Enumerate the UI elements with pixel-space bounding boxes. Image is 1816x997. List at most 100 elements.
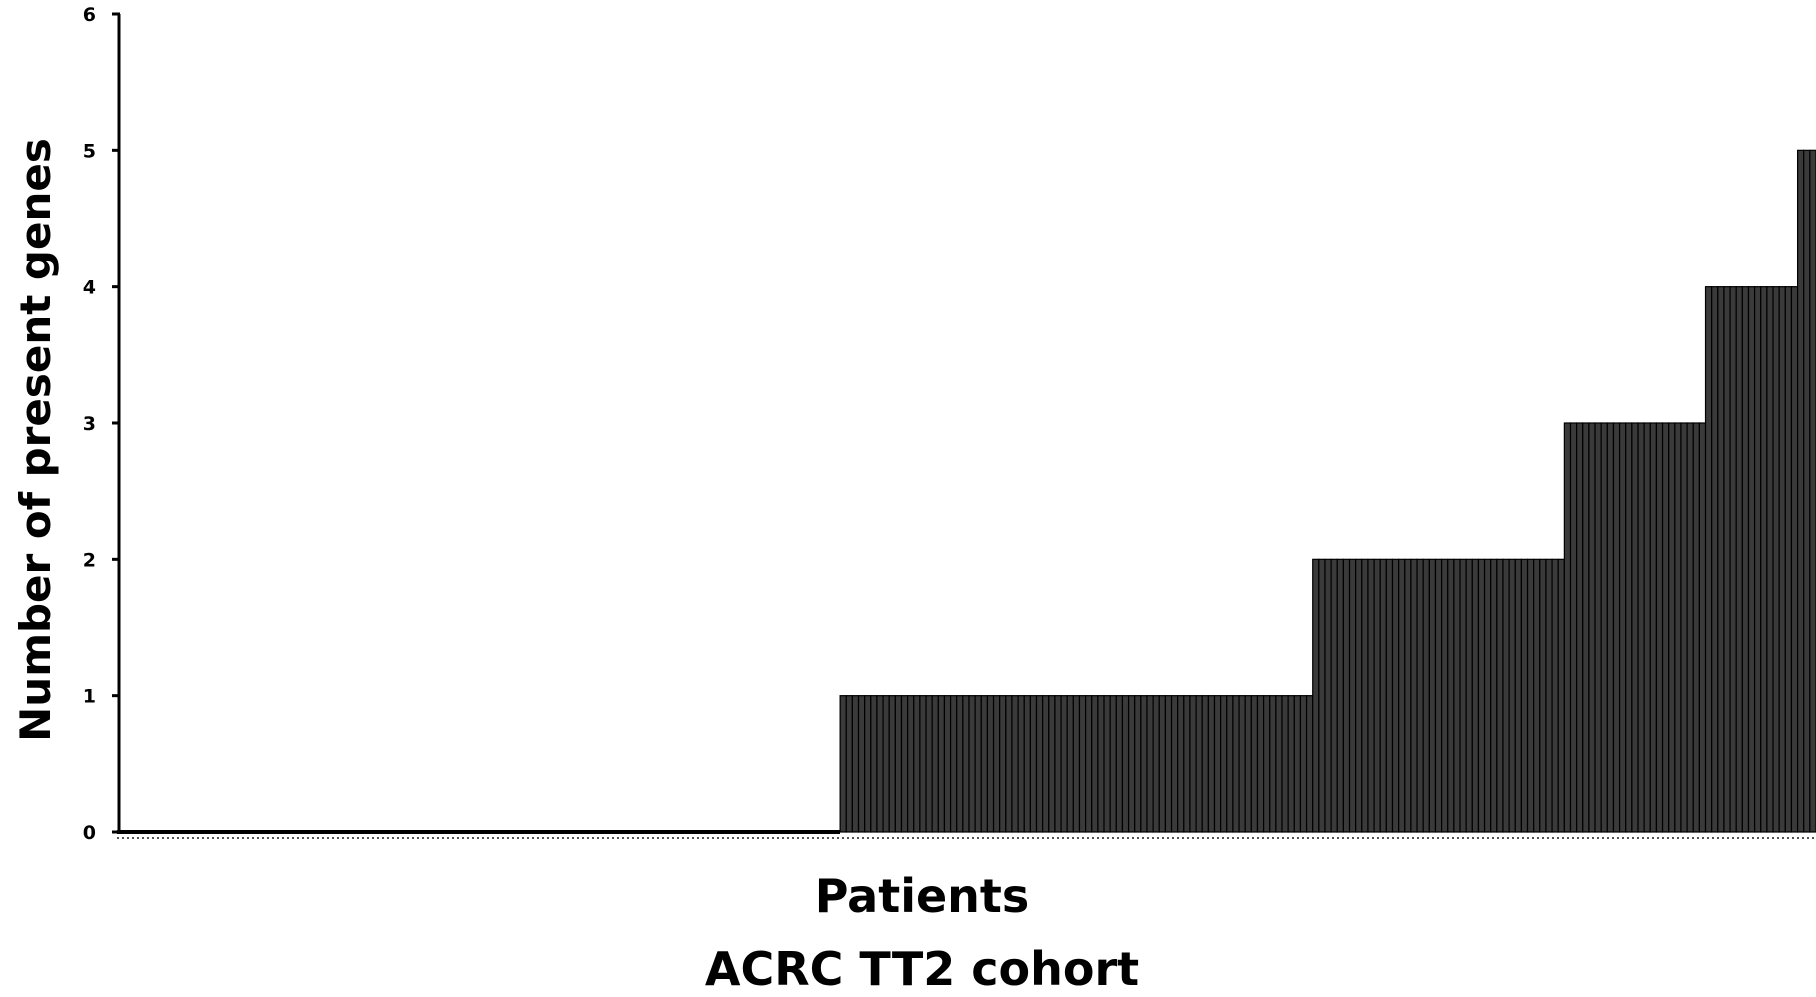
bar-value-2: [1330, 558, 1338, 833]
bar-value-1: [888, 695, 896, 833]
bar-value-2: [1410, 558, 1418, 833]
bar-value-1: [962, 695, 970, 833]
bar-value-1: [1127, 695, 1136, 833]
bar-value-2: [1520, 558, 1529, 833]
bar-value-5: [1809, 149, 1816, 833]
bar-value-1: [907, 695, 915, 833]
bar-value-1: [857, 695, 866, 833]
bar-value-1: [968, 695, 976, 833]
bar-value-1: [1226, 695, 1234, 833]
bar-value-2: [1324, 558, 1332, 833]
bar-value-1: [1299, 695, 1308, 833]
bar-value-2: [1490, 558, 1498, 833]
x-axis-subtitle: ACRC TT2 cohort: [705, 942, 1139, 996]
bar-value-2: [1514, 558, 1522, 833]
bar-value-1: [1293, 695, 1302, 833]
bar-value-1: [1103, 695, 1111, 833]
bar-value-2: [1391, 558, 1400, 833]
y-tick-label: 6: [83, 4, 96, 26]
bar-value-1: [1158, 695, 1167, 833]
y-axis-title: Number of present genes: [11, 138, 60, 742]
bar-value-1: [864, 695, 872, 833]
bar-value-3: [1594, 422, 1602, 833]
bar-value-1: [1035, 695, 1044, 833]
bar-value-2: [1348, 558, 1357, 833]
bar-value-1: [1213, 695, 1222, 833]
bar-value-1: [919, 695, 927, 833]
bar-value-1: [949, 695, 958, 833]
bar-value-2: [1318, 558, 1326, 833]
bar-value-4: [1760, 286, 1768, 833]
bar-value-1: [999, 695, 1007, 833]
bar-value-1: [1177, 695, 1185, 833]
y-tick-label: 0: [83, 822, 96, 844]
bar-value-2: [1483, 558, 1492, 833]
bar-value-4: [1717, 286, 1725, 833]
bar-value-1: [1256, 695, 1265, 833]
bar-value-2: [1336, 558, 1345, 833]
bar-value-2: [1422, 558, 1430, 833]
bar-value-1: [1023, 695, 1031, 833]
bar-value-4: [1754, 286, 1762, 833]
bar-value-2: [1312, 558, 1320, 833]
bar-value-2: [1447, 558, 1455, 833]
bar-value-3: [1625, 422, 1633, 833]
bar-value-1: [1287, 695, 1295, 833]
bar-value-1: [1146, 695, 1154, 833]
bar-value-2: [1557, 558, 1565, 833]
bar-value-3: [1668, 422, 1676, 833]
y-tick-label: 1: [83, 686, 96, 708]
bar-value-1: [1238, 695, 1246, 833]
bar-value-1: [1170, 695, 1179, 833]
bar-value-4: [1790, 286, 1799, 833]
bar-value-1: [870, 695, 878, 833]
bar-value-1: [845, 695, 853, 833]
bar-value-1: [1048, 695, 1056, 833]
bar-value-1: [1263, 695, 1271, 833]
bar-value-1: [1164, 695, 1173, 833]
bar-value-5: [1796, 149, 1805, 833]
bar-value-1: [1011, 695, 1019, 833]
bar-value-1: [1060, 695, 1068, 833]
bar-value-4: [1704, 286, 1713, 833]
bar-value-1: [1189, 695, 1197, 833]
bar-value-2: [1434, 558, 1443, 833]
bar-value-3: [1576, 422, 1584, 833]
bar-value-1: [839, 695, 847, 833]
bar-value-1: [894, 695, 903, 833]
bar-value-4: [1735, 286, 1743, 833]
bar-value-5: [1803, 149, 1811, 833]
bar-value-4: [1778, 286, 1786, 833]
bar-value-3: [1680, 422, 1688, 833]
bar-value-1: [1305, 695, 1314, 833]
bar-value-1: [1005, 695, 1013, 833]
bar-value-3: [1698, 422, 1707, 833]
bar-value-4: [1741, 286, 1750, 833]
bar-value-2: [1545, 558, 1553, 833]
bar-value-4: [1766, 286, 1774, 833]
bar-value-1: [1066, 695, 1074, 833]
bar-value-1: [1134, 695, 1142, 833]
bar-value-4: [1747, 286, 1756, 833]
bar-value-1: [882, 695, 890, 833]
bar-value-1: [1244, 695, 1252, 833]
bar-value-2: [1440, 558, 1449, 833]
bar-value-1: [913, 695, 921, 833]
y-tick-label: 2: [83, 549, 96, 571]
bar-value-1: [992, 695, 1001, 833]
bar-value-2: [1477, 558, 1486, 833]
bar-value-1: [1275, 695, 1283, 833]
bar-value-2: [1471, 558, 1480, 833]
bar-value-3: [1569, 422, 1578, 833]
bar-value-1: [1250, 695, 1259, 833]
bar-value-1: [1183, 695, 1191, 833]
bar-value-3: [1661, 422, 1670, 833]
bar-value-1: [1109, 695, 1117, 833]
bar-value-1: [1054, 695, 1062, 833]
bar-value-3: [1600, 422, 1608, 833]
bar-value-1: [1281, 695, 1289, 833]
bar-value-3: [1643, 422, 1651, 833]
bar-value-3: [1686, 422, 1694, 833]
y-ticks-group: 0 1 2 3 4 5 6: [83, 4, 120, 844]
